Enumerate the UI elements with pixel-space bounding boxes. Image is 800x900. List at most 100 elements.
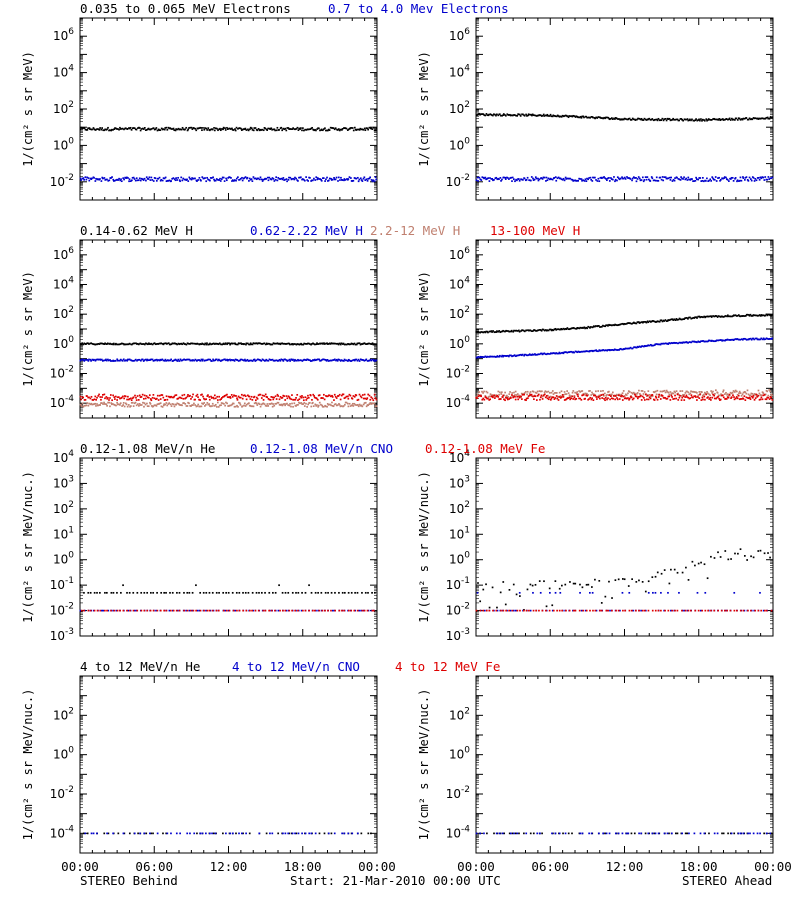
- data-point: [193, 342, 196, 345]
- data-point: [104, 128, 107, 131]
- data-point: [562, 177, 565, 180]
- data-point: [627, 322, 629, 324]
- data-point: [702, 398, 704, 401]
- data-point: [695, 176, 697, 179]
- data-point: [770, 393, 773, 396]
- data-point: [514, 395, 516, 398]
- data-point: [619, 118, 622, 121]
- data-point: [165, 126, 168, 129]
- data-point: [191, 342, 193, 345]
- data-point: [251, 343, 254, 346]
- data-point: [351, 402, 354, 405]
- data-point: [365, 178, 368, 181]
- data-point: [519, 115, 522, 117]
- data-point: [87, 360, 90, 362]
- data-point: [542, 113, 545, 116]
- data-point: [665, 398, 668, 400]
- data-point: [195, 129, 198, 132]
- data-point: [621, 399, 624, 401]
- data-point: [219, 398, 221, 401]
- data-point: [523, 354, 526, 357]
- data-point: [350, 127, 353, 129]
- data-point: [282, 342, 285, 345]
- data-point: [705, 180, 707, 182]
- data-point: [546, 329, 549, 332]
- data-point: [138, 126, 140, 129]
- data-point: [763, 117, 766, 120]
- data-point: [525, 113, 527, 116]
- data-point: [126, 359, 129, 362]
- data-point: [370, 396, 373, 399]
- data-point: [532, 353, 535, 356]
- data-point: [669, 399, 672, 401]
- data-point: [277, 343, 280, 345]
- data-point: [352, 179, 355, 182]
- data-point: [485, 113, 488, 115]
- data-point: [334, 395, 337, 398]
- data-point: [211, 128, 214, 131]
- data-point: [190, 359, 193, 362]
- data-point: [707, 396, 709, 398]
- data-point: [551, 178, 554, 181]
- data-point: [372, 402, 375, 405]
- data-point: [215, 358, 217, 361]
- data-point: [679, 394, 681, 397]
- data-point: [358, 393, 361, 396]
- data-point: [300, 402, 303, 404]
- data-point: [714, 315, 717, 317]
- data-point: [758, 314, 761, 316]
- data-point: [729, 178, 732, 180]
- data-point: [149, 401, 151, 404]
- data-point: [268, 358, 271, 361]
- data-point: [306, 343, 308, 345]
- data-point: [653, 344, 656, 346]
- data-point: [479, 178, 482, 181]
- data-point: [80, 405, 83, 407]
- data-point: [79, 177, 82, 180]
- data-point: [331, 178, 334, 181]
- data-point: [252, 129, 255, 132]
- data-point: [506, 355, 508, 357]
- data-point: [731, 315, 733, 318]
- data-point: [722, 390, 724, 393]
- data-point: [656, 343, 659, 346]
- data-point: [343, 179, 345, 182]
- data-point: [718, 118, 721, 120]
- data-point: [688, 397, 691, 400]
- data-point: [268, 591, 271, 594]
- data-point: [698, 177, 701, 179]
- data-point: [212, 176, 214, 179]
- data-point: [275, 129, 278, 132]
- data-point: [250, 178, 253, 180]
- data-point: [255, 396, 258, 399]
- data-point: [198, 359, 201, 361]
- data-point: [543, 391, 546, 394]
- data-point: [88, 179, 91, 182]
- data-point: [273, 404, 276, 407]
- data-point: [340, 394, 343, 397]
- data-point: [151, 343, 154, 346]
- data-point: [327, 180, 329, 182]
- data-point: [279, 359, 282, 362]
- data-point: [320, 591, 323, 594]
- data-point: [216, 127, 218, 130]
- data-point: [251, 398, 254, 401]
- data-point: [156, 591, 158, 594]
- data-point: [351, 180, 354, 182]
- data-point: [163, 342, 166, 345]
- data-point: [623, 397, 626, 400]
- data-point: [194, 177, 196, 180]
- data-point: [591, 397, 593, 400]
- data-point: [693, 119, 696, 122]
- data-point: [335, 176, 338, 179]
- data-point: [770, 396, 773, 399]
- data-point: [532, 329, 535, 332]
- data-point: [664, 176, 667, 179]
- data-point: [225, 401, 227, 404]
- data-point: [554, 352, 557, 355]
- data-point: [536, 329, 539, 332]
- data-point: [610, 178, 613, 180]
- data-point: [269, 178, 272, 180]
- data-point: [672, 392, 675, 395]
- data-point: [79, 584, 82, 587]
